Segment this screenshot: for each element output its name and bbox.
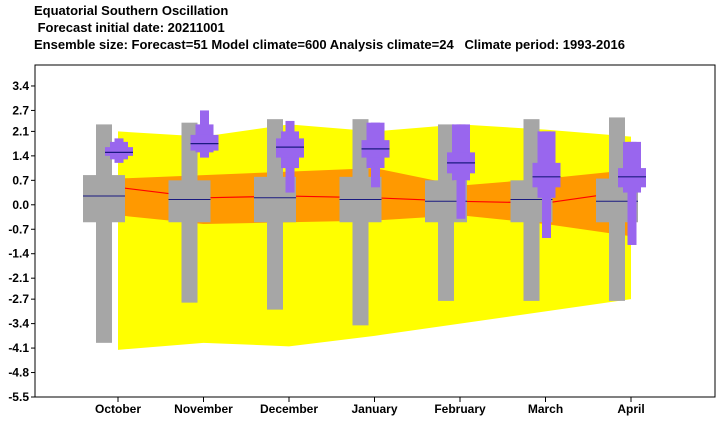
forecast-layer	[105, 110, 646, 245]
chart-subtitle-ensemble: Ensemble size: Forecast=51 Model climate…	[34, 37, 625, 52]
model-whisker	[96, 124, 112, 343]
model-box	[168, 180, 211, 223]
y-tick-label: -5.5	[8, 390, 29, 404]
forecast-whisker	[627, 141, 637, 245]
forecast-box-5	[532, 131, 561, 238]
forecast-p25-p75	[618, 168, 646, 188]
y-tick-label: 3.4	[12, 79, 29, 93]
forecast-box-3	[361, 122, 390, 188]
y-tick-label: -0.7	[8, 222, 29, 236]
x-tick-label: November	[174, 402, 233, 416]
y-tick-label: 0.0	[12, 198, 29, 212]
forecast-box-0	[105, 138, 133, 163]
forecast-p25-p75	[105, 147, 133, 156]
y-tick-label: 2.1	[12, 124, 29, 138]
chart-title: Equatorial Southern Oscillation	[34, 3, 229, 18]
chart-subtitle-initial-date: Forecast initial date: 20211001	[34, 20, 225, 35]
y-tick-label: -4.1	[8, 341, 29, 355]
forecast-p25-p75	[532, 162, 561, 188]
y-tick-label: 1.4	[12, 149, 29, 163]
forecast-p25-p75	[190, 134, 219, 151]
y-tick-label: -1.4	[8, 247, 29, 261]
y-tick-label: 0.7	[12, 173, 29, 187]
x-tick-label: March	[528, 402, 563, 416]
model-box	[83, 175, 125, 223]
y-tick-label: -2.1	[8, 271, 29, 285]
model-climate-box-0	[83, 124, 125, 343]
y-tick-label: -2.7	[8, 292, 29, 306]
y-tick-label: 2.7	[12, 103, 29, 117]
x-tick-label: April	[617, 402, 644, 416]
forecast-box-1	[190, 110, 219, 158]
y-tick-label: -4.8	[8, 366, 29, 380]
forecast-box-4	[447, 124, 475, 219]
chart-titles: Equatorial Southern Oscillation Forecast…	[34, 2, 625, 53]
axes-layer: 3.4 2.7 2.1 1.4 0.7 0.0 -0.7 -1.4 -2.1 -2.7 -3.4 -4…	[8, 64, 716, 416]
forecast-box-6	[618, 141, 646, 245]
model-climate-box-1	[168, 122, 211, 303]
x-tick-label: January	[351, 402, 397, 416]
x-tick-label: December	[260, 402, 318, 416]
forecast-p25-p75	[276, 138, 304, 158]
x-tick-label: February	[434, 402, 486, 416]
forecast-box-2	[276, 120, 304, 193]
x-tick-label: October	[95, 402, 141, 416]
y-tick-label: -3.4	[8, 317, 29, 331]
